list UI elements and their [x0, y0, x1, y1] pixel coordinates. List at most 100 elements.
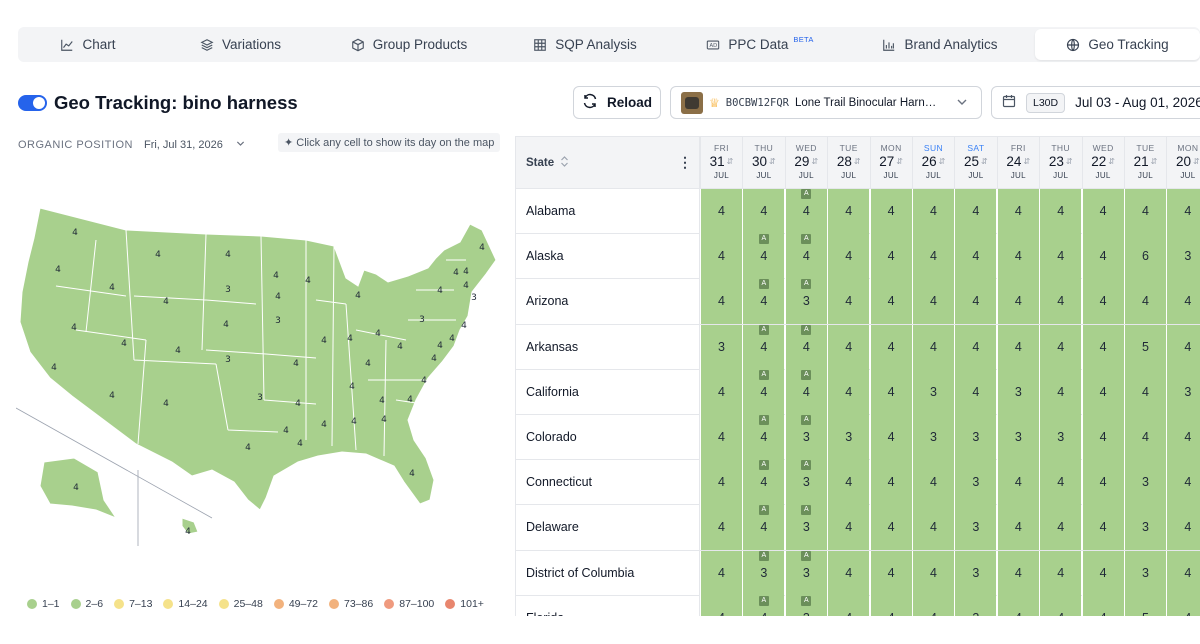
- day-column-header[interactable]: FRI 24 ⇵ JUL: [996, 137, 1039, 189]
- rank-cell[interactable]: 4: [827, 279, 870, 325]
- rank-cell[interactable]: 4: [1039, 369, 1082, 415]
- rank-cell[interactable]: 4: [1166, 189, 1200, 234]
- rank-cell[interactable]: 3: [1124, 460, 1166, 506]
- rank-cell[interactable]: 3: [700, 324, 742, 370]
- rank-cell[interactable]: 4: [1039, 234, 1082, 280]
- rank-cell[interactable]: 4: [1081, 369, 1124, 415]
- rank-cell[interactable]: 4: [1124, 369, 1166, 415]
- rank-cell[interactable]: 4: [869, 460, 912, 506]
- rank-cell[interactable]: 4: [869, 189, 912, 234]
- rank-cell[interactable]: 5: [1124, 595, 1166, 616]
- table-row[interactable]: Arizona 4 4 A 3 A 4 4 4 4 4 4 4 4 4: [516, 279, 1200, 325]
- day-column-header[interactable]: FRI 31 ⇵ JUL: [700, 137, 742, 189]
- rank-cell[interactable]: 3: [827, 414, 870, 460]
- day-column-header[interactable]: WED 29 ⇵ JUL: [784, 137, 827, 189]
- table-row[interactable]: California 4 4 A 4 A 4 4 3 4 3 4 4 4 3: [516, 369, 1200, 415]
- rank-cell[interactable]: 4: [869, 279, 912, 325]
- rank-cell[interactable]: 4: [912, 324, 954, 370]
- rank-cell[interactable]: 3: [1166, 369, 1200, 415]
- rank-cell[interactable]: 3: [1124, 550, 1166, 596]
- alaska-shape[interactable]: [39, 457, 118, 520]
- tab-geo-tracking[interactable]: Geo Tracking: [1035, 29, 1200, 60]
- rank-cell[interactable]: 4: [869, 550, 912, 596]
- rank-cell[interactable]: 4: [869, 369, 912, 415]
- rank-cell[interactable]: 4: [954, 234, 997, 280]
- rank-cell[interactable]: 3: [954, 505, 997, 551]
- table-row[interactable]: District of Columbia 4 3 A 3 A 4 4 4 3 4 4 4 3 4: [516, 550, 1200, 596]
- tab-brand-analytics[interactable]: Brand Analytics: [845, 27, 1035, 62]
- rank-cell[interactable]: 4: [700, 460, 742, 506]
- rank-cell[interactable]: 4: [1081, 460, 1124, 506]
- rank-cell[interactable]: 3: [954, 460, 997, 506]
- rank-cell[interactable]: 4: [700, 505, 742, 551]
- rank-cell[interactable]: 4: [954, 189, 997, 234]
- table-row[interactable]: Connecticut 4 4 A 3 A 4 4 4 3 4 4 4 3 4: [516, 460, 1200, 506]
- table-row[interactable]: Arkansas 3 4 A 4 A 4 4 4 4 4 4 4 5 4: [516, 324, 1200, 370]
- chevron-down-icon[interactable]: [235, 138, 246, 152]
- rank-cell[interactable]: 4: [827, 369, 870, 415]
- rank-cell[interactable]: 4: [996, 460, 1039, 506]
- date-range-picker[interactable]: L30D Jul 03 - Aug 01, 2026: [991, 86, 1200, 119]
- rank-cell[interactable]: 4: [827, 505, 870, 551]
- rank-cell[interactable]: 4: [1039, 279, 1082, 325]
- day-column-header[interactable]: TUE 28 ⇵ JUL: [827, 137, 869, 189]
- rank-cell[interactable]: 4: [869, 505, 912, 551]
- rank-cell[interactable]: 4: [1081, 324, 1124, 370]
- product-selector[interactable]: ♕ B0CBW12FQR Lone Trail Binocular Harne.…: [670, 86, 982, 119]
- rank-cell[interactable]: 4: [827, 324, 870, 370]
- rank-cell[interactable]: 4: [1081, 550, 1124, 596]
- rank-cell[interactable]: 4: [912, 189, 954, 234]
- rank-cell[interactable]: 4: [912, 505, 954, 551]
- rank-cell[interactable]: 4: [1081, 414, 1124, 460]
- rank-cell[interactable]: 4: [1166, 460, 1200, 506]
- rank-cell[interactable]: 4: [1166, 324, 1200, 370]
- rank-cell[interactable]: 4: [1124, 189, 1166, 234]
- rank-cell[interactable]: 4: [700, 234, 742, 280]
- day-column-header[interactable]: MON 27 ⇵ JUL: [869, 137, 912, 189]
- rank-cell[interactable]: 4: [912, 550, 954, 596]
- sort-icon[interactable]: [560, 156, 569, 170]
- rank-cell[interactable]: 4: [1081, 189, 1124, 234]
- rank-cell[interactable]: 4: [996, 324, 1039, 370]
- table-row[interactable]: Florida44A3A444344454: [516, 595, 1200, 616]
- rank-cell[interactable]: 4: [996, 189, 1039, 234]
- rank-cell[interactable]: 4: [954, 324, 997, 370]
- tab-ppc-data[interactable]: AD PPC Data BETA: [675, 27, 845, 62]
- rank-cell[interactable]: 4: [700, 550, 742, 596]
- rank-cell[interactable]: 4: [700, 189, 742, 234]
- rank-cell[interactable]: 4: [1039, 189, 1082, 234]
- rank-cell[interactable]: 4: [869, 234, 912, 280]
- rank-cell[interactable]: 3: [1166, 234, 1200, 280]
- rank-cell[interactable]: 4: [827, 595, 870, 616]
- rank-cell[interactable]: 4: [1039, 460, 1082, 506]
- rank-cell[interactable]: 4A: [742, 595, 785, 616]
- rank-cell[interactable]: 4: [1166, 279, 1200, 325]
- rank-cell[interactable]: 3: [1124, 505, 1166, 551]
- tab-group-products[interactable]: Group Products: [323, 27, 495, 62]
- rank-cell[interactable]: 4: [869, 414, 912, 460]
- us-map[interactable]: 4 4 4 4 4 4 4 3 4 4 4 4 4 3 4 4 4 4 3 3 …: [16, 200, 504, 546]
- rank-cell[interactable]: 4: [700, 369, 742, 415]
- rank-cell[interactable]: 4: [827, 550, 870, 596]
- rank-cell[interactable]: 3: [1039, 414, 1082, 460]
- rank-cell[interactable]: 4: [827, 234, 870, 280]
- rank-cell[interactable]: 6: [1124, 234, 1166, 280]
- rank-cell[interactable]: 4: [1039, 595, 1082, 616]
- rank-cell[interactable]: 4: [827, 189, 870, 234]
- rank-cell[interactable]: 4: [1166, 505, 1200, 551]
- day-column-header[interactable]: TUE 21 ⇵ JUL: [1124, 137, 1166, 189]
- tab-sqp-analysis[interactable]: SQP Analysis: [495, 27, 675, 62]
- day-column-header[interactable]: SAT 25 ⇵ JUL: [954, 137, 996, 189]
- rank-cell[interactable]: 4: [869, 324, 912, 370]
- rank-cell[interactable]: 4: [1166, 414, 1200, 460]
